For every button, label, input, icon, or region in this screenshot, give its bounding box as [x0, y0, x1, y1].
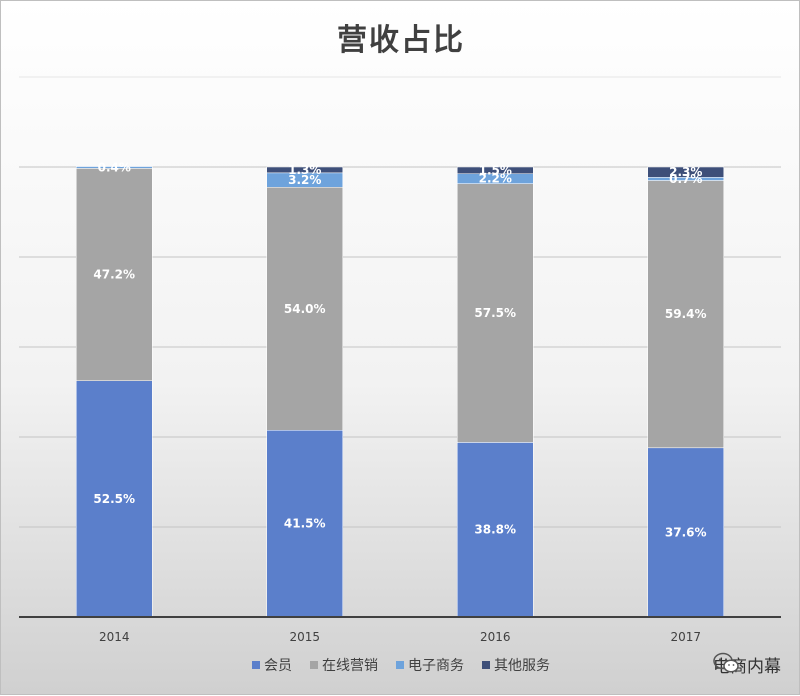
bar-segment — [76, 166, 153, 169]
bar-segment — [647, 447, 724, 618]
data-label: 47.2% — [93, 268, 135, 282]
data-label: 59.4% — [665, 307, 707, 321]
legend-swatch — [310, 661, 318, 669]
x-tick-label: 2014 — [99, 630, 130, 644]
bar-segment — [647, 166, 724, 178]
bar-segment — [76, 380, 153, 618]
data-label: 1.5% — [479, 163, 512, 177]
data-label: 41.5% — [284, 517, 326, 531]
legend-item: 其他服务 — [482, 655, 550, 675]
data-label: 54.0% — [284, 302, 326, 316]
data-label: 2.3% — [669, 165, 702, 179]
legend-label: 其他服务 — [494, 658, 550, 674]
bar-segment — [76, 168, 153, 381]
legend-label: 电子商务 — [408, 658, 464, 674]
bar-segment — [457, 166, 534, 174]
bar-segment — [266, 430, 343, 618]
legend-label: 会员 — [264, 658, 292, 674]
bar-segment — [457, 183, 534, 443]
data-label: 52.5% — [93, 492, 135, 506]
legend-item: 会员 — [252, 655, 292, 675]
data-label: 0.7% — [669, 172, 702, 186]
wechat-icon — [713, 652, 739, 673]
data-label: 0.4% — [98, 160, 131, 174]
chart-title: 营收占比 — [337, 23, 465, 58]
legend-item: 电子商务 — [396, 655, 464, 675]
data-label: 37.6% — [665, 525, 707, 539]
legend-swatch — [482, 661, 490, 669]
data-label: 3.2% — [288, 173, 321, 187]
legend: 会员 在线营销 电子商务 其他服务 — [1, 655, 800, 675]
watermark: 电商内幕 — [713, 652, 781, 677]
data-label: 1.3% — [288, 163, 321, 177]
data-label: 57.5% — [474, 306, 516, 320]
bar-segment — [647, 180, 724, 449]
legend-swatch — [252, 661, 260, 669]
data-label: 38.8% — [474, 523, 516, 537]
legend-swatch — [396, 661, 404, 669]
x-tick-label: 2017 — [670, 630, 701, 644]
bar-segment — [457, 442, 534, 618]
bar-segment — [266, 187, 343, 431]
legend-item: 在线营销 — [310, 655, 378, 675]
x-tick-label: 2016 — [480, 630, 511, 644]
data-label: 2.2% — [479, 172, 512, 186]
legend-label: 在线营销 — [322, 658, 378, 674]
x-tick-label: 2015 — [289, 630, 320, 644]
bar-segment — [266, 166, 343, 174]
